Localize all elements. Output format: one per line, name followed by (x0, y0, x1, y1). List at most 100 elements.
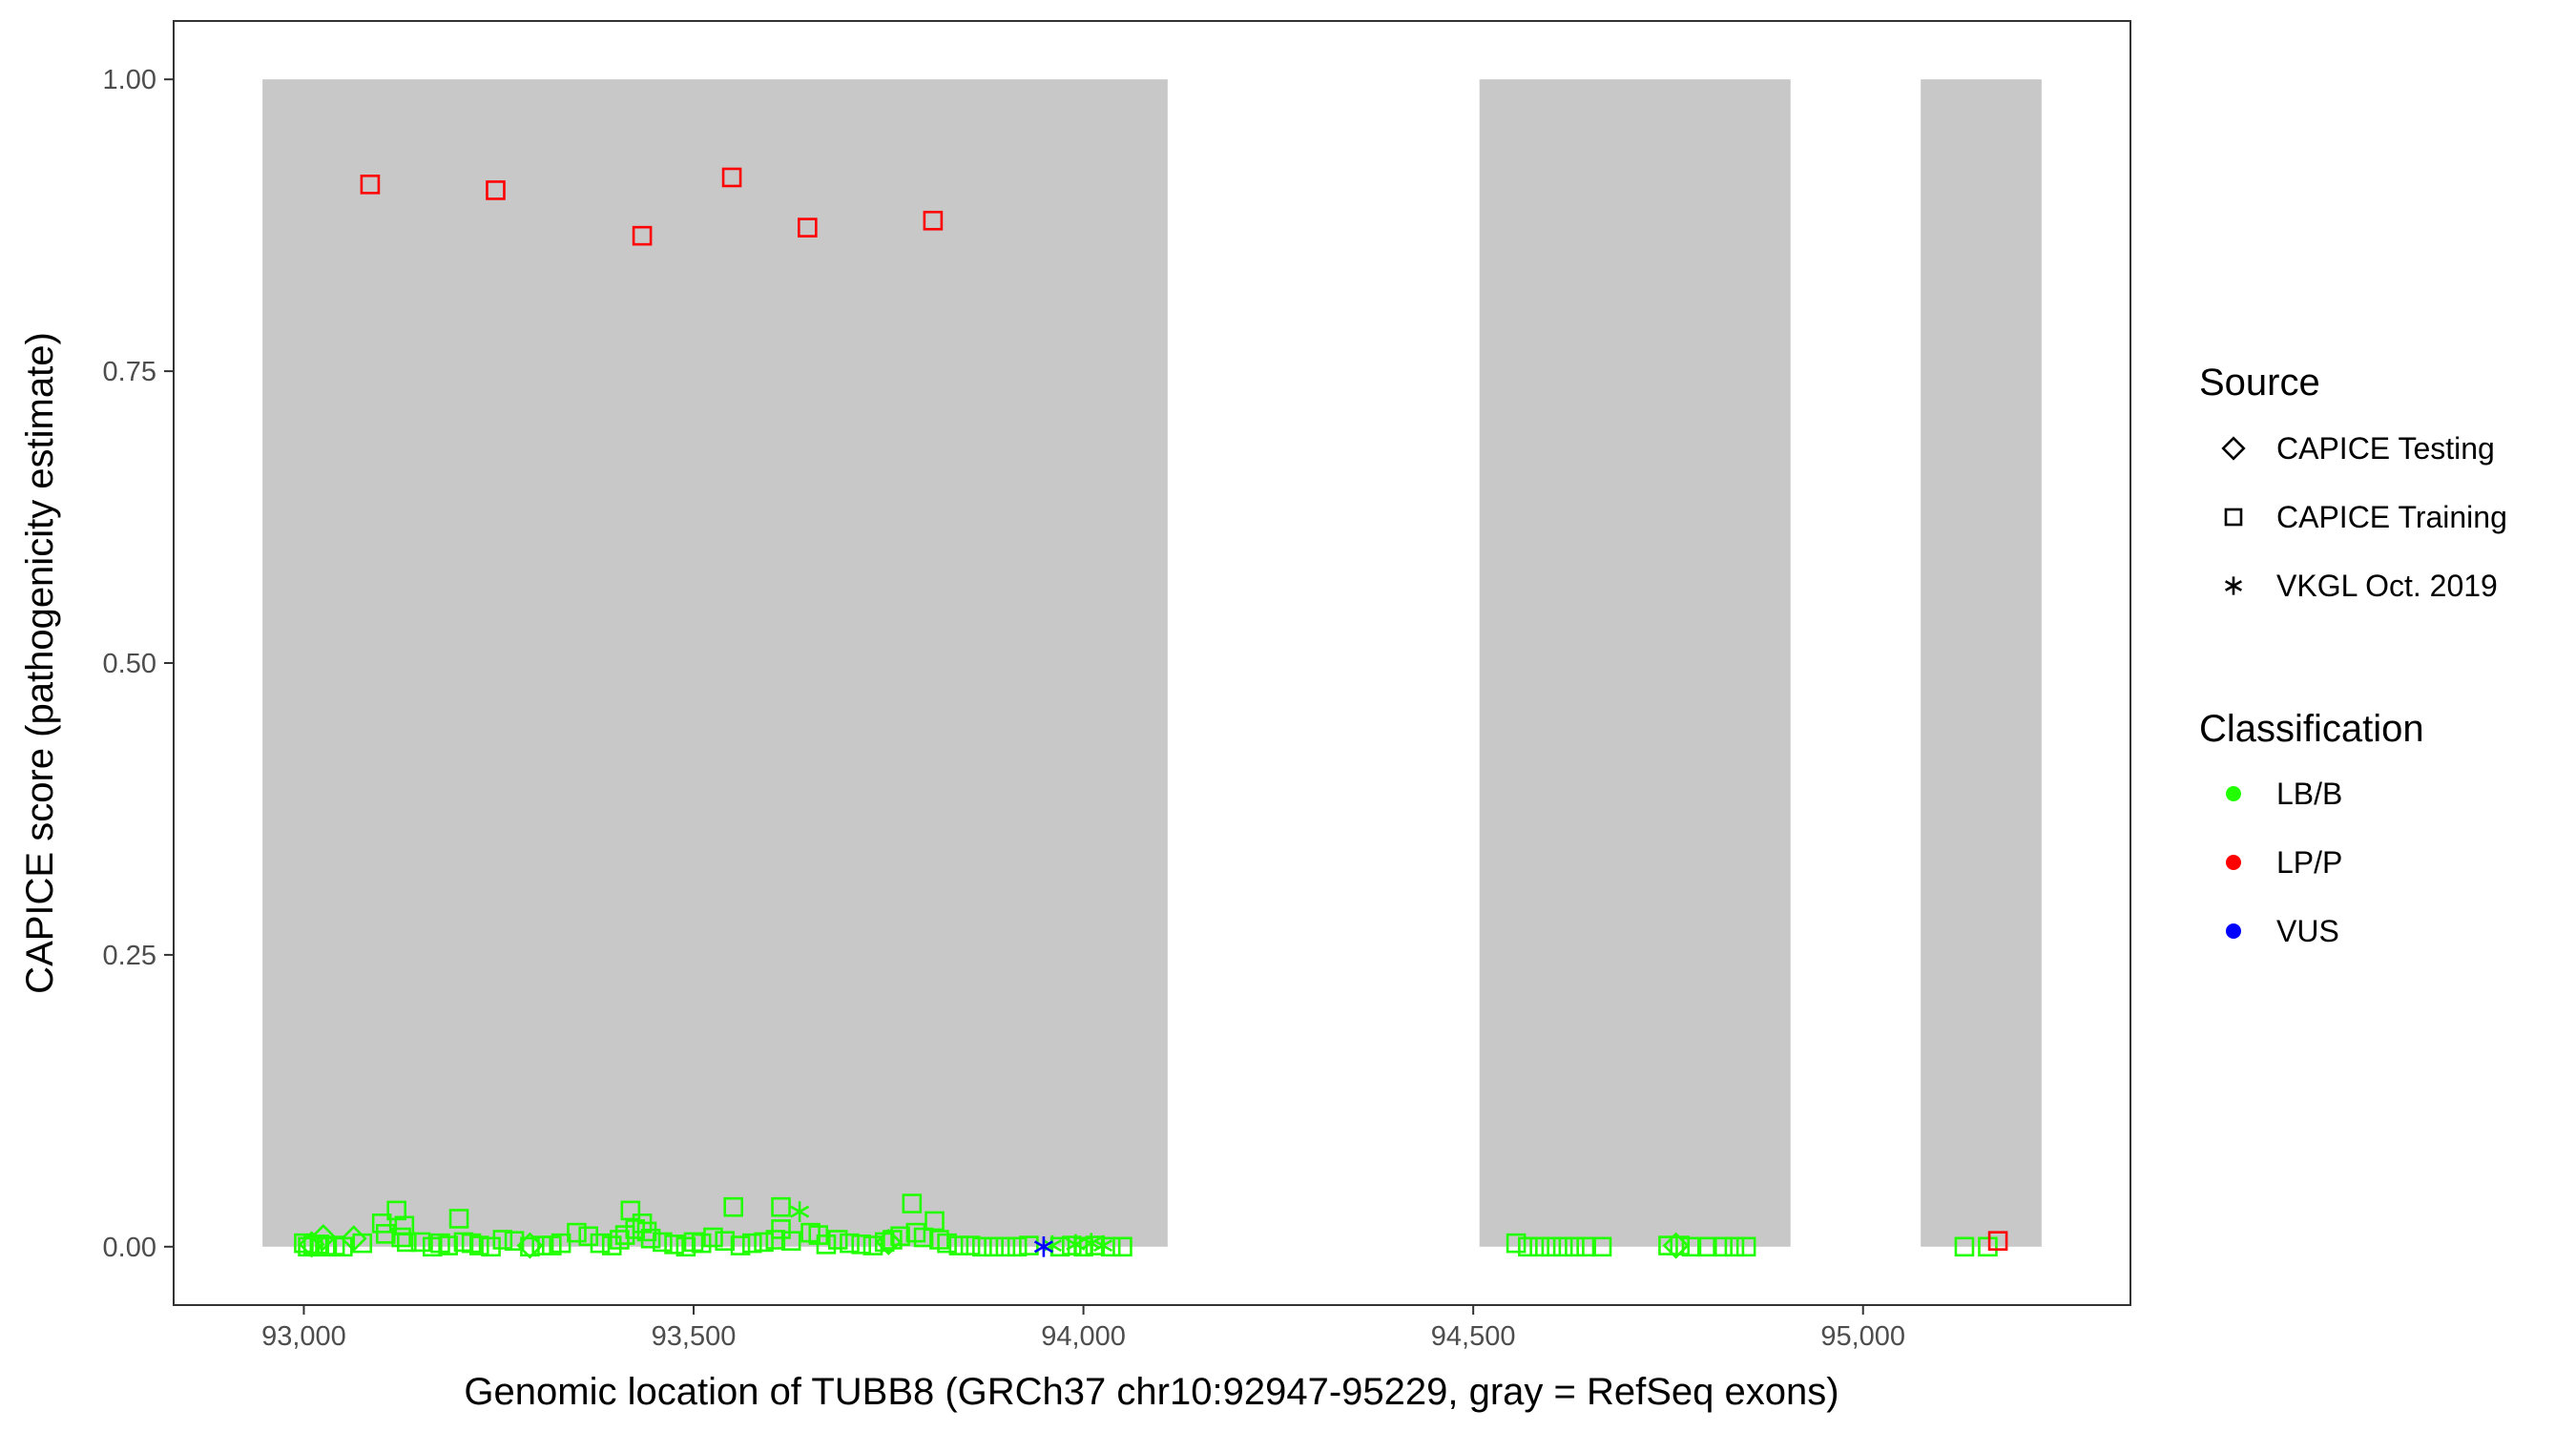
data-point (640, 1228, 661, 1249)
data-point (937, 1233, 957, 1254)
data-point (1954, 1236, 1975, 1257)
legend-title-classification: Classification (2199, 708, 2424, 750)
y-axis-title: CAPICE score (pathogenicity estimate) (19, 332, 61, 994)
data-point (984, 1236, 1004, 1257)
data-point (913, 1227, 934, 1248)
data-point (1518, 1236, 1538, 1257)
data-point (960, 1235, 981, 1255)
data-point (1007, 1236, 1028, 1257)
data-point (567, 1222, 587, 1243)
data-point (1670, 1235, 1690, 1255)
data-point (1978, 1236, 1998, 1257)
y-tick-label: 0.25 (103, 941, 156, 971)
data-point (1073, 1236, 1093, 1257)
legend-key-dot-icon (2226, 786, 2241, 801)
y-axis: 0.00 0.25 0.50 0.75 1.00 (103, 65, 174, 1263)
data-point (309, 1224, 337, 1252)
data-point (816, 1234, 837, 1255)
y-tick-label: 0.00 (103, 1233, 156, 1263)
data-point (730, 1235, 751, 1255)
data-point (1576, 1236, 1596, 1257)
legend-item-label: LP/P (2276, 845, 2342, 880)
data-point (1062, 1235, 1082, 1255)
legend-title-source: Source (2199, 362, 2320, 404)
data-point (1724, 1236, 1745, 1257)
data-point (551, 1233, 571, 1254)
legend-key-diamond-icon (2221, 436, 2246, 461)
x-tick-label: 94,500 (1431, 1321, 1516, 1352)
data-point (371, 1213, 392, 1234)
data-point (798, 218, 818, 238)
data-point (840, 1233, 860, 1254)
x-tick-label: 94,000 (1041, 1321, 1126, 1352)
data-point (410, 1232, 431, 1253)
exon-region (262, 79, 1168, 1247)
data-point (504, 1231, 525, 1251)
data-point (492, 1230, 513, 1250)
data-point (1735, 1236, 1756, 1257)
data-point (531, 1235, 551, 1255)
data-point (590, 1233, 611, 1254)
data-point (1552, 1236, 1573, 1257)
data-point (520, 1236, 540, 1257)
data-point (790, 1201, 810, 1222)
data-point (1696, 1236, 1717, 1257)
data-point (1658, 1235, 1678, 1255)
x-tick-label: 93,500 (652, 1321, 737, 1352)
data-point (360, 175, 381, 195)
data-point (715, 1231, 736, 1251)
data-point (632, 225, 653, 246)
data-point (771, 1219, 791, 1239)
data-point (851, 1234, 872, 1255)
data-point (486, 180, 506, 200)
data-point (742, 1233, 762, 1254)
x-tick-label: 93,000 (261, 1321, 346, 1352)
data-point (771, 1196, 791, 1217)
data-point (578, 1226, 599, 1247)
data-point (1506, 1233, 1527, 1254)
data-point (721, 167, 742, 188)
data-point (1541, 1236, 1562, 1257)
data-point (653, 1232, 673, 1253)
data-point (703, 1227, 723, 1248)
data-point (391, 1227, 411, 1248)
data-point (765, 1230, 786, 1250)
legend: Source CAPICE Testing CAPICE Training VKGL… (2199, 362, 2507, 948)
data-point (780, 1231, 801, 1251)
data-point (902, 1193, 923, 1213)
legend-item-label: VUS (2276, 914, 2339, 948)
y-tick-label: 0.50 (103, 649, 156, 679)
data-point (923, 210, 944, 231)
data-point (691, 1233, 712, 1254)
data-point (924, 1211, 945, 1232)
data-point (1100, 1236, 1121, 1257)
data-point (1049, 1236, 1070, 1257)
x-axis: 93,000 93,500 94,000 94,500 95,000 (261, 1305, 1905, 1352)
data-point (1987, 1231, 2008, 1251)
data-point (1033, 1236, 1053, 1257)
data-point (723, 1196, 744, 1217)
legend-item-label: LB/B (2276, 777, 2342, 811)
legend-key-dot-icon (2226, 855, 2241, 870)
data-point (614, 1225, 635, 1245)
data-point (1591, 1236, 1612, 1257)
data-point (972, 1236, 992, 1257)
data-point (1112, 1236, 1132, 1257)
data-point (1681, 1236, 1702, 1257)
exon-region (1921, 79, 2042, 1247)
data-point (620, 1200, 641, 1221)
data-point (1085, 1235, 1106, 1255)
x-tick-label: 95,000 (1820, 1321, 1905, 1352)
data-point (948, 1235, 969, 1255)
y-tick-label: 1.00 (103, 65, 156, 95)
y-tick-label: 0.75 (103, 357, 156, 387)
x-axis-title: Genomic location of TUBB8 (GRCh37 chr10:… (464, 1371, 1839, 1413)
data-point (352, 1233, 373, 1254)
legend-item-label: VKGL Oct. 2019 (2276, 569, 2498, 603)
data-points (294, 167, 2008, 1259)
legend-key-asterisk-icon (2225, 576, 2242, 595)
data-point (397, 1232, 417, 1253)
data-point (636, 1221, 657, 1242)
data-point (827, 1230, 848, 1250)
